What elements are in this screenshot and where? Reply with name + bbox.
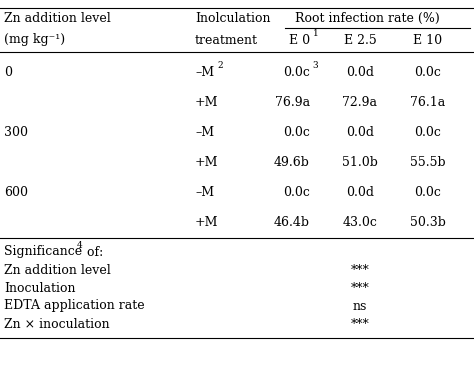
Text: +M: +M bbox=[195, 215, 219, 228]
Text: 0.0c: 0.0c bbox=[415, 126, 441, 138]
Text: (mg kg⁻¹): (mg kg⁻¹) bbox=[4, 34, 65, 46]
Text: 0.0d: 0.0d bbox=[346, 185, 374, 199]
Text: 3: 3 bbox=[312, 61, 318, 70]
Text: 43.0c: 43.0c bbox=[343, 215, 377, 228]
Text: –M: –M bbox=[195, 65, 214, 78]
Text: 55.5b: 55.5b bbox=[410, 155, 446, 169]
Text: 0.0c: 0.0c bbox=[283, 185, 310, 199]
Text: 51.0b: 51.0b bbox=[342, 155, 378, 169]
Text: E 10: E 10 bbox=[413, 34, 443, 46]
Text: Zn addition level: Zn addition level bbox=[4, 264, 111, 277]
Text: 0.0c: 0.0c bbox=[415, 185, 441, 199]
Text: of:: of: bbox=[83, 246, 103, 258]
Text: Zn × inoculation: Zn × inoculation bbox=[4, 318, 109, 330]
Text: 2: 2 bbox=[217, 61, 223, 70]
Text: ***: *** bbox=[351, 318, 369, 330]
Text: Inoculation: Inoculation bbox=[4, 281, 75, 295]
Text: ns: ns bbox=[353, 300, 367, 312]
Text: ***: *** bbox=[351, 264, 369, 277]
Text: 0.0c: 0.0c bbox=[415, 65, 441, 78]
Text: –M: –M bbox=[195, 185, 214, 199]
Text: 0: 0 bbox=[4, 65, 12, 78]
Text: 600: 600 bbox=[4, 185, 28, 199]
Text: ***: *** bbox=[351, 281, 369, 295]
Text: 76.1a: 76.1a bbox=[410, 96, 446, 108]
Text: 1: 1 bbox=[313, 30, 319, 38]
Text: 0.0c: 0.0c bbox=[283, 126, 310, 138]
Text: Root infection rate (%): Root infection rate (%) bbox=[295, 12, 440, 24]
Text: E 0: E 0 bbox=[289, 34, 310, 46]
Text: Inolculation: Inolculation bbox=[195, 12, 271, 24]
Text: +M: +M bbox=[195, 155, 219, 169]
Text: 0.0d: 0.0d bbox=[346, 126, 374, 138]
Text: 76.9a: 76.9a bbox=[275, 96, 310, 108]
Text: –M: –M bbox=[195, 126, 214, 138]
Text: 49.6b: 49.6b bbox=[274, 155, 310, 169]
Text: E 2.5: E 2.5 bbox=[344, 34, 376, 46]
Text: treatment: treatment bbox=[195, 34, 258, 46]
Text: 300: 300 bbox=[4, 126, 28, 138]
Text: 0.0d: 0.0d bbox=[346, 65, 374, 78]
Text: 4: 4 bbox=[77, 242, 83, 250]
Text: 72.9a: 72.9a bbox=[343, 96, 377, 108]
Text: +M: +M bbox=[195, 96, 219, 108]
Text: 46.4b: 46.4b bbox=[274, 215, 310, 228]
Text: 0.0c: 0.0c bbox=[283, 65, 310, 78]
Text: EDTA application rate: EDTA application rate bbox=[4, 300, 145, 312]
Text: 50.3b: 50.3b bbox=[410, 215, 446, 228]
Text: Significance: Significance bbox=[4, 246, 82, 258]
Text: Zn addition level: Zn addition level bbox=[4, 12, 111, 24]
